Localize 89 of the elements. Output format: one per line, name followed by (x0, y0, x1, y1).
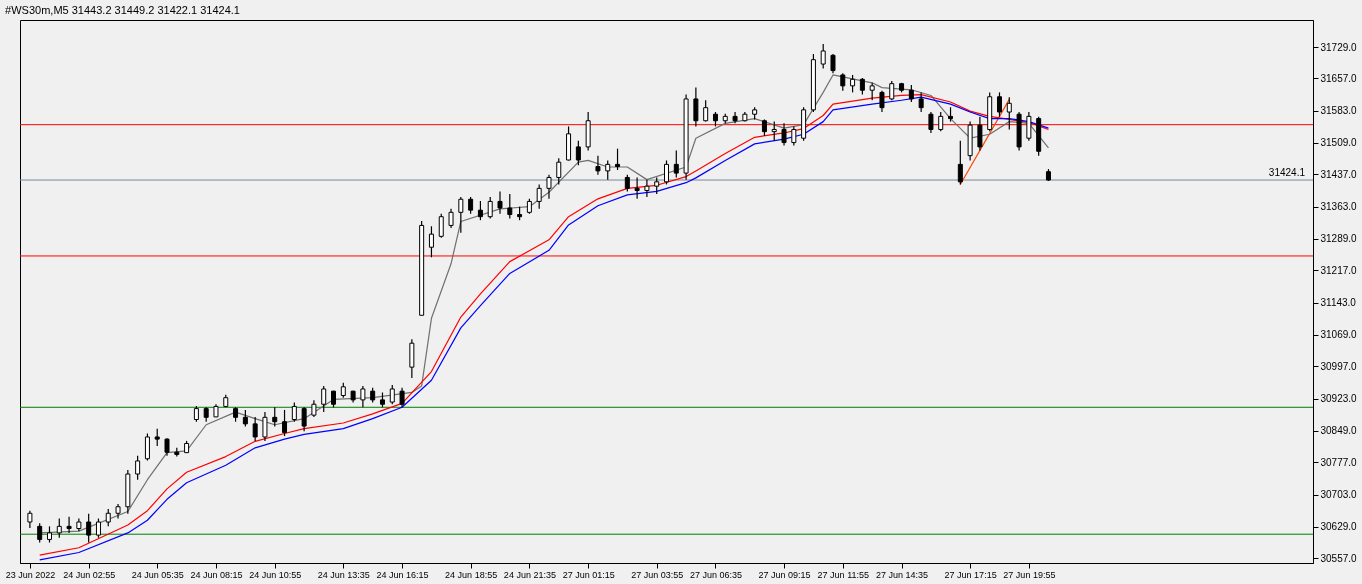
x-tick-label: 27 Jun 03:55 (631, 569, 684, 580)
y-tick-label: 31143.0 (1320, 297, 1357, 309)
candlestick (938, 111, 944, 132)
candlestick (615, 148, 621, 171)
candlestick (428, 225, 434, 258)
candlestick (771, 121, 777, 142)
y-tick-label: 31583.0 (1320, 105, 1358, 117)
y-tick-label: 31363.0 (1320, 201, 1358, 213)
y-tick-label: 31069.0 (1320, 329, 1358, 341)
x-tick-label: 27 Jun 06:35 (689, 569, 742, 580)
x-tick-label: 27 Jun 14:35 (876, 569, 929, 580)
y-tick-label: 31657.0 (1320, 72, 1358, 84)
candlestick (957, 140, 963, 186)
chart-title: #WS30m,M5 31443.2 31449.2 31422.1 31424.1 (5, 4, 240, 16)
candlestick (918, 91, 924, 113)
candlestick (1006, 96, 1012, 131)
y-tick-label: 31509.0 (1320, 137, 1358, 149)
candlestick (272, 406, 278, 428)
candlestick (477, 200, 483, 221)
candlestick (536, 183, 542, 210)
y-tick-label: 31729.0 (1320, 41, 1358, 53)
candlestick (458, 196, 464, 234)
candlestick (252, 416, 258, 442)
candlestick (399, 387, 405, 408)
x-tick-label: 24 Jun 08:15 (190, 569, 243, 580)
candlestick (66, 516, 72, 534)
x-tick-label: 27 Jun 17:15 (944, 569, 997, 580)
candlestick (644, 179, 650, 198)
candlestick (928, 111, 934, 134)
candlestick (575, 140, 581, 166)
y-tick-label: 31437.0 (1320, 168, 1358, 180)
candlestick (135, 455, 141, 481)
candlestick (673, 149, 679, 179)
candlestick (144, 432, 150, 462)
x-tick-label: 24 Jun 02:55 (63, 569, 116, 580)
candlestick (693, 87, 699, 128)
x-tick-label: 24 Jun 21:35 (503, 569, 556, 580)
candlestick (556, 157, 562, 186)
x-tick-label: 27 Jun 09:15 (758, 569, 811, 580)
candlestick (95, 517, 101, 539)
candlestick (977, 116, 983, 152)
y-tick-label: 31289.0 (1320, 233, 1358, 245)
candlestick (605, 159, 611, 181)
x-tick-label: 27 Jun 19:55 (1003, 569, 1056, 580)
candlestick (791, 125, 797, 147)
y-tick-label: 31217.0 (1320, 264, 1358, 276)
candlestick (37, 522, 43, 544)
x-tick-label: 24 Jun 16:15 (376, 569, 429, 580)
y-tick-label: 30557.0 (1320, 552, 1358, 564)
candlestick (262, 411, 268, 442)
candlestick (879, 90, 885, 113)
candlestick (820, 43, 826, 70)
candlestick (634, 176, 640, 200)
y-tick-label: 30849.0 (1320, 425, 1358, 437)
x-tick-label: 24 Jun 13:35 (317, 569, 370, 580)
x-tick-label: 27 Jun 11:55 (817, 569, 869, 580)
y-tick-label: 30777.0 (1320, 456, 1358, 468)
x-tick-label: 24 Jun 10:55 (249, 569, 302, 580)
candlestick (360, 385, 366, 408)
y-tick-label: 30703.0 (1320, 489, 1358, 501)
x-tick-label: 24 Jun 05:35 (131, 569, 184, 580)
candlestick (291, 401, 297, 423)
ref-line-label: 31424.1 (1268, 167, 1306, 179)
candlestick (86, 513, 92, 544)
candlestick (321, 385, 327, 413)
y-tick-label: 30997.0 (1320, 360, 1358, 372)
candlestick (438, 213, 444, 239)
y-tick-label: 30923.0 (1320, 393, 1358, 405)
candlestick (409, 338, 415, 379)
candlestick (703, 99, 709, 123)
candlestick (1026, 111, 1032, 142)
candlestick (301, 406, 307, 432)
candlestick (497, 190, 503, 215)
candlestick (389, 384, 395, 405)
candlestick (781, 122, 787, 147)
candlestick (830, 53, 836, 74)
x-tick-label: 23 Jun 2022 (5, 569, 56, 580)
x-tick-label: 27 Jun 01:15 (562, 569, 615, 580)
candlestick (56, 517, 62, 539)
y-tick-label: 30629.0 (1320, 521, 1358, 533)
candlestick (282, 409, 288, 437)
candlestick (996, 91, 1002, 118)
candlestick (487, 196, 493, 220)
candlestick (507, 193, 513, 220)
candlestick (448, 208, 454, 229)
x-tick-label: 24 Jun 18:55 (445, 569, 498, 580)
candlestick (595, 155, 601, 176)
candlestick (546, 174, 552, 200)
candlestick (664, 159, 669, 186)
